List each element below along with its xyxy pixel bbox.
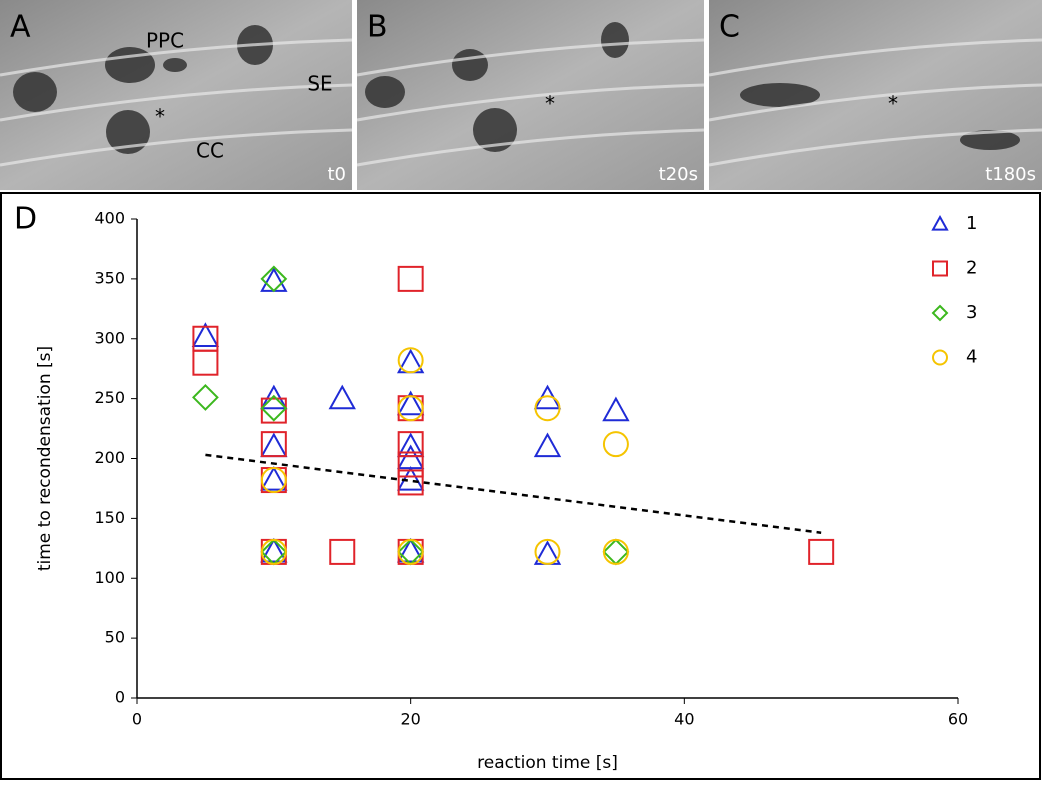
cell-nucleus — [960, 130, 1020, 150]
data-point — [260, 431, 287, 458]
cell-wall — [356, 83, 705, 122]
data-point — [260, 432, 288, 458]
annotation: * — [888, 92, 898, 116]
legend-label: 4 — [966, 347, 977, 368]
cell-nucleus — [106, 110, 150, 154]
legend-marker — [931, 214, 949, 231]
data-point — [397, 451, 424, 478]
data-point — [534, 538, 561, 565]
data-point — [397, 265, 424, 292]
time-label: t20s — [659, 164, 698, 185]
y-tick-label: 100 — [94, 568, 125, 587]
legend-marker — [932, 349, 948, 366]
cell-nucleus — [163, 58, 187, 72]
data-point — [396, 390, 425, 416]
panel-label: B — [367, 10, 388, 45]
cell-nucleus — [13, 72, 57, 112]
cell-wall — [356, 128, 705, 167]
annotation: * — [155, 105, 165, 129]
cell-wall — [708, 128, 1042, 167]
data-point — [602, 431, 629, 458]
x-tick-label: 0 — [132, 710, 142, 729]
y-tick-label: 50 — [105, 628, 125, 647]
data-point — [397, 347, 424, 374]
cell-nucleus — [473, 108, 517, 152]
y-tick-label: 350 — [94, 268, 125, 287]
y-axis-label: time to recondensation [s] — [35, 346, 55, 571]
y-tick-label: 300 — [94, 328, 125, 347]
data-point — [192, 349, 219, 376]
data-point — [602, 538, 629, 565]
data-point — [260, 384, 288, 410]
panel-label: D — [14, 202, 37, 237]
data-point — [260, 465, 288, 491]
x-tick-label: 60 — [948, 710, 968, 729]
data-point — [260, 467, 287, 494]
cell-wall — [0, 38, 353, 77]
cell-wall — [0, 83, 353, 122]
data-point — [192, 384, 219, 411]
cell-nucleus — [601, 22, 629, 58]
cell-wall — [708, 83, 1042, 122]
cell-wall — [356, 38, 705, 77]
cell-nucleus — [365, 76, 405, 108]
cell-wall — [0, 128, 353, 167]
data-point — [397, 395, 424, 422]
legend-marker — [932, 260, 948, 277]
data-point — [534, 395, 561, 422]
data-point — [260, 537, 288, 563]
legend-label: 2 — [966, 258, 977, 279]
data-point — [396, 537, 425, 563]
data-point — [329, 538, 356, 565]
x-axis-label: reaction time [s] — [477, 753, 618, 773]
cell-nucleus — [452, 49, 488, 81]
data-point — [533, 384, 562, 410]
data-point — [397, 431, 424, 458]
y-tick-label: 150 — [94, 508, 125, 527]
panel-label: A — [10, 10, 31, 45]
x-tick-label: 20 — [400, 710, 420, 729]
y-tick-label: 0 — [115, 688, 125, 707]
data-point — [397, 469, 424, 496]
data-point — [260, 265, 288, 293]
trendline — [205, 453, 822, 534]
annotation: PPC — [146, 29, 184, 53]
cell-wall — [708, 38, 1042, 77]
x-tick-label: 40 — [674, 710, 694, 729]
data-point — [808, 538, 835, 565]
annotation: SE — [307, 72, 332, 96]
data-point — [533, 432, 562, 458]
data-point — [397, 538, 424, 565]
y-tick-label: 400 — [94, 209, 125, 228]
data-point — [260, 538, 287, 565]
panel-label: C — [719, 10, 740, 45]
time-label: t0 — [327, 164, 346, 185]
data-point — [260, 267, 288, 292]
panel-frame — [0, 192, 1041, 780]
data-point — [260, 397, 287, 424]
legend-label: 3 — [966, 302, 977, 323]
y-tick-label: 250 — [94, 388, 125, 407]
annotation: CC — [196, 139, 224, 163]
divider — [704, 0, 709, 190]
data-point — [260, 394, 288, 422]
data-point — [191, 322, 220, 347]
cell-nucleus — [740, 83, 820, 107]
annotation: * — [545, 92, 555, 116]
y-tick-label: 200 — [94, 448, 125, 467]
divider — [352, 0, 357, 190]
legend-label: 1 — [966, 213, 977, 234]
time-label: t180s — [985, 164, 1036, 185]
data-point — [602, 396, 630, 422]
data-point — [328, 384, 356, 410]
legend-marker — [931, 304, 949, 322]
